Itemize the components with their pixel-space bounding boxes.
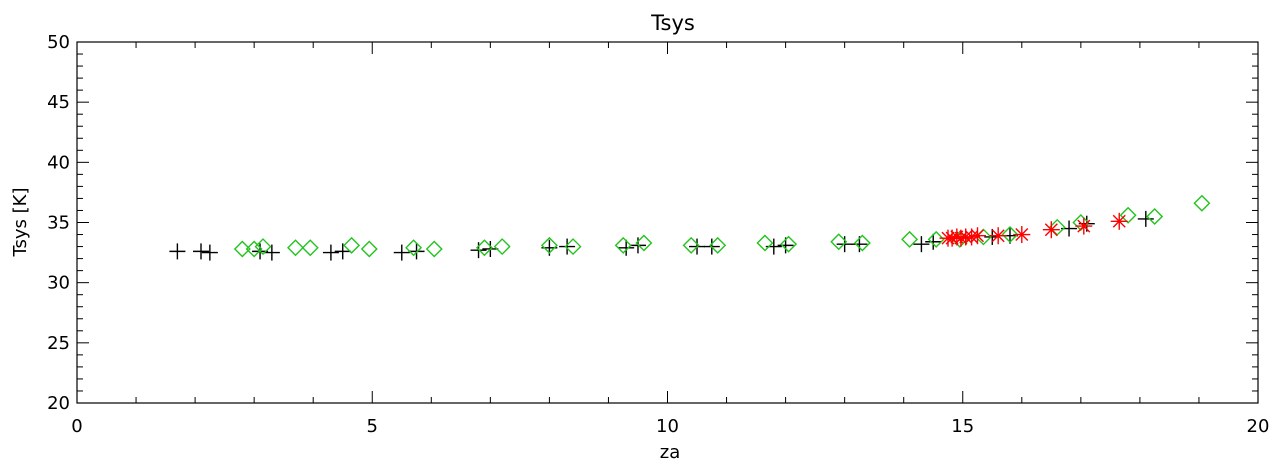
diamond-marker: [709, 236, 727, 254]
y-tick-label: 25: [47, 333, 70, 354]
plus-marker: [559, 238, 576, 255]
x-tick-label: 15: [951, 416, 974, 437]
plus-marker: [913, 236, 930, 253]
diamond-marker: [360, 240, 378, 258]
axis-ticks: [76, 41, 1259, 404]
asterisk-marker: [1075, 217, 1093, 235]
plus-marker: [618, 239, 635, 256]
asterisk-marker: [1013, 226, 1031, 244]
diamond-marker: [493, 238, 511, 256]
plus-marker: [193, 243, 210, 260]
diamond-marker: [853, 234, 871, 252]
y-tick-label: 30: [47, 273, 70, 294]
diamond-marker: [1193, 194, 1211, 212]
plus-marker: [322, 244, 339, 261]
asterisk-marker: [1110, 212, 1128, 230]
plus-marker: [201, 244, 218, 261]
diamond-marker: [405, 239, 423, 257]
diamond-marker: [1001, 226, 1019, 244]
y-tick-label: 35: [47, 213, 70, 234]
asterisk-marker: [969, 227, 987, 245]
diamond-marker: [233, 240, 251, 258]
diamond-marker: [425, 240, 443, 258]
axis-tick-labels: 0 5 10 15 20 20 25 30 35 40 45 50: [47, 32, 1269, 437]
asterisk-marker: [989, 227, 1007, 245]
diamond-marker: [245, 240, 263, 258]
diamond-marker: [614, 236, 632, 254]
plus-marker: [334, 243, 351, 260]
x-tick-label: 20: [1247, 416, 1270, 437]
plus-marker: [263, 244, 280, 261]
y-tick-label: 45: [47, 92, 70, 113]
y-axis-label: Tsys [K]: [10, 188, 31, 258]
diamond-marker: [564, 238, 582, 256]
x-tick-label: 0: [71, 416, 82, 437]
plus-marker: [393, 244, 410, 261]
diamond-marker: [286, 239, 304, 257]
diamond-marker: [343, 236, 361, 254]
y-tick-label: 50: [47, 32, 70, 53]
plus-marker: [169, 243, 186, 260]
chart-title: Tsys: [650, 11, 695, 35]
diamond-marker: [254, 238, 272, 256]
y-tick-label: 40: [47, 152, 70, 173]
diamond-marker: [1146, 207, 1164, 225]
diamond-marker: [475, 239, 493, 257]
diamond-marker: [756, 234, 774, 252]
plus-marker: [1137, 210, 1154, 227]
asterisk-marker: [1042, 221, 1060, 239]
diamond-marker: [901, 230, 919, 248]
diamond-marker: [830, 233, 848, 251]
diamond-marker: [927, 230, 945, 248]
data-points: [169, 194, 1211, 261]
diamond-marker: [1119, 206, 1137, 224]
diamond-marker: [635, 234, 653, 252]
diamond-marker: [682, 236, 700, 254]
y-tick-label: 20: [47, 393, 70, 414]
diamond-marker: [780, 235, 798, 253]
x-tick-label: 5: [367, 416, 378, 437]
diamond-marker: [301, 239, 319, 257]
x-tick-label: 10: [656, 416, 679, 437]
x-axis-label: za: [660, 442, 680, 463]
diamond-marker: [540, 236, 558, 254]
plus-marker: [925, 233, 942, 250]
